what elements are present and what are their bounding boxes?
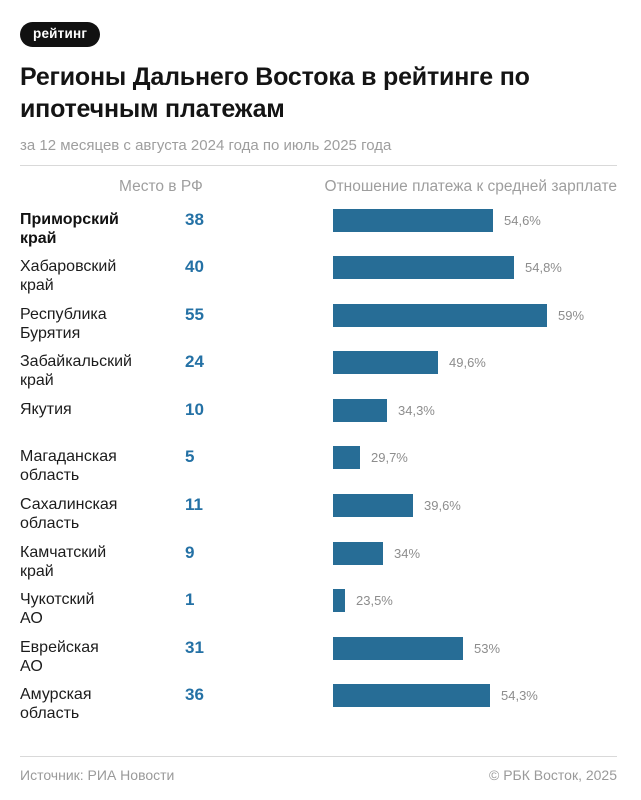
bar: [333, 256, 514, 280]
footer-source: Источник: РИА Новости: [20, 767, 175, 784]
bar-area: 54,6%: [251, 208, 617, 232]
bar: [333, 589, 345, 613]
footer-copyright: © РБК Восток, 2025: [489, 767, 617, 784]
bar-area: 23,5%: [251, 589, 617, 613]
bar: [333, 208, 493, 232]
chart-row: Магаданская область 5 29,7%: [20, 446, 617, 494]
bar-value-label: 29,7%: [371, 450, 408, 466]
chart-row: Камчатский край 9 34%: [20, 541, 617, 590]
rank-value: 36: [185, 685, 204, 705]
bar: [333, 541, 383, 565]
bar-value-label: 34,3%: [398, 402, 435, 418]
rank-value: 10: [185, 399, 204, 419]
category-badge: рейтинг: [20, 22, 101, 47]
region-label: Республика Бурятия: [20, 305, 107, 342]
bar-area: 53%: [251, 636, 617, 660]
chart-row: Хабаровский край 40 54,8%: [20, 256, 617, 304]
chart-row: Амурская область 36 54,3%: [20, 684, 617, 732]
bar-area: 59%: [251, 303, 617, 327]
rank-value: 38: [185, 209, 204, 229]
region-label: Забайкальский край: [20, 353, 132, 390]
page-title: Регионы Дальнего Востока в рейтинге по и…: [20, 62, 530, 123]
column-header-ratio: Отношение платежа к средней зарплате: [324, 177, 617, 195]
bar-area: 54,8%: [251, 256, 617, 280]
region-label: Якутия: [20, 400, 72, 418]
region-label: Амурская область: [20, 686, 92, 723]
bar-value-label: 39,6%: [424, 498, 461, 514]
bar-area: 34,3%: [251, 398, 617, 422]
bar-area: 34%: [251, 541, 617, 565]
bar-area: 29,7%: [251, 446, 617, 470]
region-label: Приморский край: [20, 210, 119, 247]
rank-value: 9: [185, 542, 195, 562]
bar-value-label: 54,8%: [525, 260, 562, 276]
bar-value-label: 49,6%: [449, 355, 486, 371]
chart-row: Еврейская АО 31 53%: [20, 636, 617, 685]
chart-row: Чукотский АО 1 23,5%: [20, 589, 617, 637]
bar: [333, 636, 463, 660]
chart-rows: Приморский край 38 54,6% Хабаровский кра…: [20, 208, 617, 733]
bar-value-label: 54,3%: [501, 688, 538, 704]
rank-value: 11: [185, 495, 203, 515]
bar-area: 49,6%: [251, 351, 617, 375]
rank-value: 31: [185, 637, 204, 657]
chart-row: Республика Бурятия 55 59%: [20, 303, 617, 352]
region-label: Еврейская АО: [20, 638, 99, 675]
column-headers: Место в РФ Отношение платежа к средней з…: [20, 177, 617, 196]
chart-row: Сахалинская область 11 39,6%: [20, 494, 617, 542]
bar: [333, 398, 387, 422]
bar: [333, 446, 360, 470]
bar-value-label: 53%: [474, 640, 501, 656]
region-label: Сахалинская область: [20, 496, 118, 533]
rank-value: 55: [185, 304, 204, 324]
bar-value-label: 59%: [558, 307, 585, 323]
header-divider: [20, 164, 617, 166]
rank-value: 1: [185, 590, 195, 610]
bar: [333, 494, 413, 518]
bar: [333, 303, 547, 327]
chart-row: Якутия 10 34,3%: [20, 398, 617, 447]
region-label: Чукотский АО: [20, 591, 95, 628]
bar-value-label: 54,6%: [504, 212, 541, 228]
footer: Источник: РИА Новости © РБК Восток, 2025: [20, 756, 617, 784]
bar-value-label: 34%: [394, 545, 421, 561]
bar-area: 39,6%: [251, 494, 617, 518]
rank-value: 5: [185, 447, 195, 467]
rank-value: 40: [185, 257, 204, 277]
region-label: Хабаровский край: [20, 258, 117, 295]
bar: [333, 351, 438, 375]
chart-row: Забайкальский край 24 49,6%: [20, 351, 617, 399]
column-header-rank: Место в РФ: [119, 177, 203, 195]
bar: [333, 684, 490, 708]
region-label: Камчатский край: [20, 543, 107, 580]
rank-value: 24: [185, 352, 204, 372]
chart-row: Приморский край 38 54,6%: [20, 208, 617, 257]
region-label: Магаданская область: [20, 448, 117, 485]
bar-value-label: 23,5%: [356, 593, 393, 609]
page-subtitle: за 12 месяцев с августа 2024 года по июл…: [20, 136, 392, 154]
bar-area: 54,3%: [251, 684, 617, 708]
